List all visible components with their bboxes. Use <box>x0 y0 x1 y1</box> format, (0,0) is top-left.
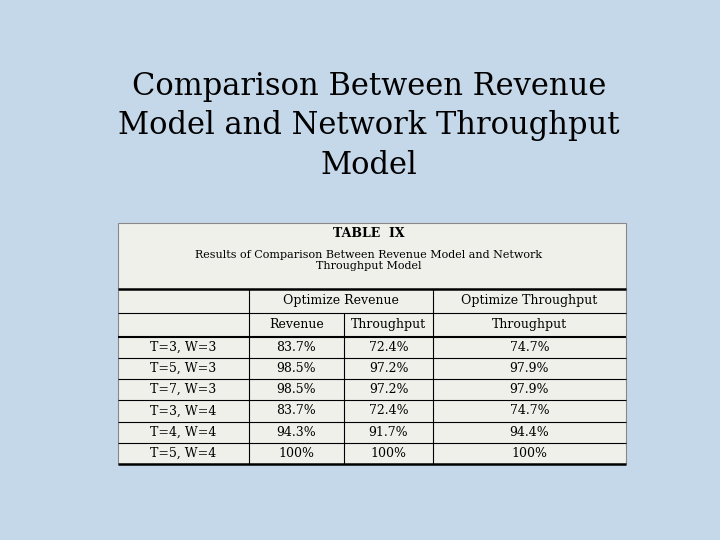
Text: T=7, W=3: T=7, W=3 <box>150 383 217 396</box>
Text: Comparison Between Revenue
Model and Network Throughput
Model: Comparison Between Revenue Model and Net… <box>118 71 620 181</box>
Text: Results of Comparison Between Revenue Model and Network
Throughput Model: Results of Comparison Between Revenue Mo… <box>195 250 543 272</box>
Text: T=4, W=4: T=4, W=4 <box>150 426 217 438</box>
Text: 98.5%: 98.5% <box>276 362 316 375</box>
Text: 97.2%: 97.2% <box>369 362 408 375</box>
Text: 74.7%: 74.7% <box>510 404 549 417</box>
Text: Throughput: Throughput <box>351 318 426 331</box>
Text: 97.9%: 97.9% <box>510 383 549 396</box>
Text: T=3, W=3: T=3, W=3 <box>150 341 217 354</box>
Text: 98.5%: 98.5% <box>276 383 316 396</box>
Text: 83.7%: 83.7% <box>276 404 316 417</box>
Text: T=3, W=4: T=3, W=4 <box>150 404 217 417</box>
Text: Throughput: Throughput <box>492 318 567 331</box>
Text: Optimize Revenue: Optimize Revenue <box>283 294 399 307</box>
Text: 91.7%: 91.7% <box>369 426 408 438</box>
Text: 83.7%: 83.7% <box>276 341 316 354</box>
Text: 72.4%: 72.4% <box>369 341 408 354</box>
FancyBboxPatch shape <box>118 223 626 464</box>
Text: 74.7%: 74.7% <box>510 341 549 354</box>
Text: 94.3%: 94.3% <box>276 426 316 438</box>
Text: TABLE  IX: TABLE IX <box>333 227 405 240</box>
Text: Optimize Throughput: Optimize Throughput <box>462 294 598 307</box>
Text: 100%: 100% <box>371 447 407 460</box>
Text: 100%: 100% <box>511 447 547 460</box>
Text: 100%: 100% <box>279 447 315 460</box>
Text: 97.2%: 97.2% <box>369 383 408 396</box>
Text: 94.4%: 94.4% <box>510 426 549 438</box>
Text: T=5, W=3: T=5, W=3 <box>150 362 217 375</box>
Text: T=5, W=4: T=5, W=4 <box>150 447 217 460</box>
Text: 72.4%: 72.4% <box>369 404 408 417</box>
Text: 97.9%: 97.9% <box>510 362 549 375</box>
Text: Revenue: Revenue <box>269 318 324 331</box>
